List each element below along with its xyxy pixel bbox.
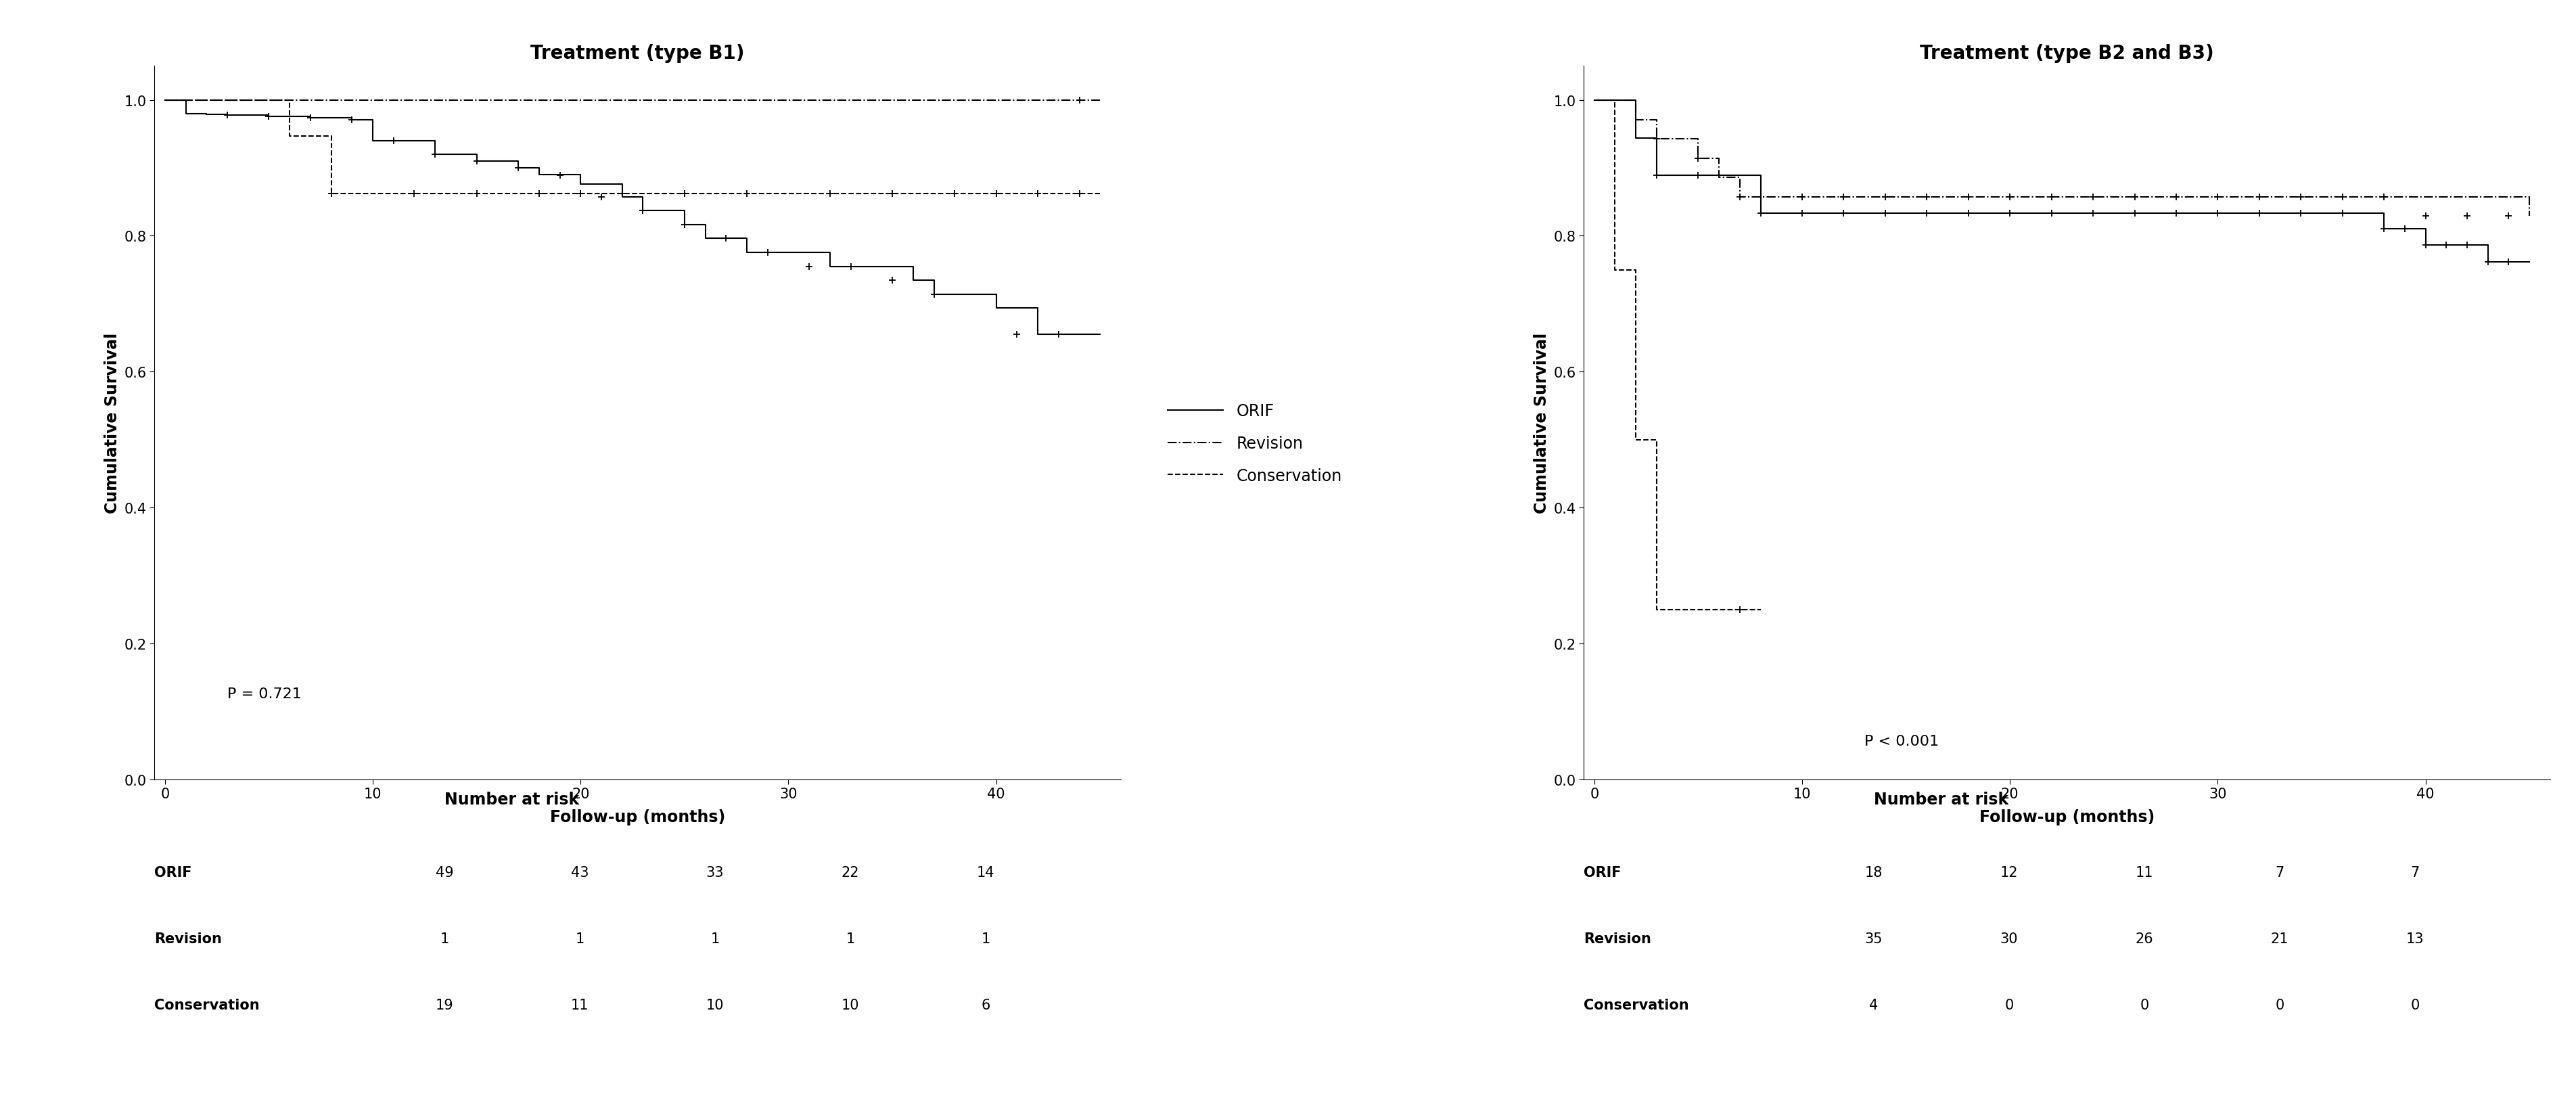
Text: P < 0.001: P < 0.001: [1865, 734, 1940, 749]
Text: 12: 12: [1999, 865, 2017, 879]
Text: Revision: Revision: [1584, 932, 1651, 945]
Text: 10: 10: [842, 998, 860, 1011]
Text: 13: 13: [2406, 932, 2424, 945]
Text: Conservation: Conservation: [1584, 998, 1690, 1011]
Text: 0: 0: [2004, 998, 2014, 1011]
X-axis label: Follow-up (months): Follow-up (months): [1978, 808, 2154, 825]
Text: 7: 7: [2275, 865, 2285, 879]
Text: 0: 0: [2141, 998, 2148, 1011]
Text: P = 0.721: P = 0.721: [227, 688, 301, 701]
Text: 1: 1: [440, 932, 448, 945]
Text: 10: 10: [706, 998, 724, 1011]
Text: 49: 49: [435, 865, 453, 879]
Text: 6: 6: [981, 998, 989, 1011]
Text: Revision: Revision: [155, 932, 222, 945]
Text: 11: 11: [2136, 865, 2154, 879]
Text: 1: 1: [845, 932, 855, 945]
Text: Conservation: Conservation: [155, 998, 260, 1011]
Text: 1: 1: [981, 932, 989, 945]
Text: 0: 0: [2411, 998, 2419, 1011]
Text: 21: 21: [2269, 932, 2287, 945]
Legend: ORIF, Revision, Conservation: ORIF, Revision, Conservation: [1162, 397, 1347, 490]
Text: 33: 33: [706, 865, 724, 879]
Text: ORIF: ORIF: [1584, 865, 1620, 879]
Text: 4: 4: [1870, 998, 1878, 1011]
Title: Treatment (type B1): Treatment (type B1): [531, 44, 744, 63]
Y-axis label: Cumulative Survival: Cumulative Survival: [103, 333, 121, 513]
Text: 22: 22: [842, 865, 860, 879]
Text: 35: 35: [1865, 932, 1883, 945]
Text: 7: 7: [2411, 865, 2419, 879]
Text: 26: 26: [2136, 932, 2154, 945]
Text: 0: 0: [2275, 998, 2285, 1011]
Title: Treatment (type B2 and B3): Treatment (type B2 and B3): [1919, 44, 2215, 63]
X-axis label: Follow-up (months): Follow-up (months): [551, 808, 726, 825]
Text: 1: 1: [711, 932, 719, 945]
Text: ORIF: ORIF: [155, 865, 193, 879]
Text: 1: 1: [574, 932, 585, 945]
Text: 14: 14: [976, 865, 994, 879]
Text: 30: 30: [1999, 932, 2017, 945]
Text: 19: 19: [435, 998, 453, 1011]
Text: 11: 11: [572, 998, 590, 1011]
Text: 18: 18: [1865, 865, 1883, 879]
Text: Number at risk: Number at risk: [1873, 791, 2009, 807]
Y-axis label: Cumulative Survival: Cumulative Survival: [1533, 333, 1551, 513]
Text: Number at risk: Number at risk: [446, 791, 580, 807]
Text: 43: 43: [572, 865, 590, 879]
